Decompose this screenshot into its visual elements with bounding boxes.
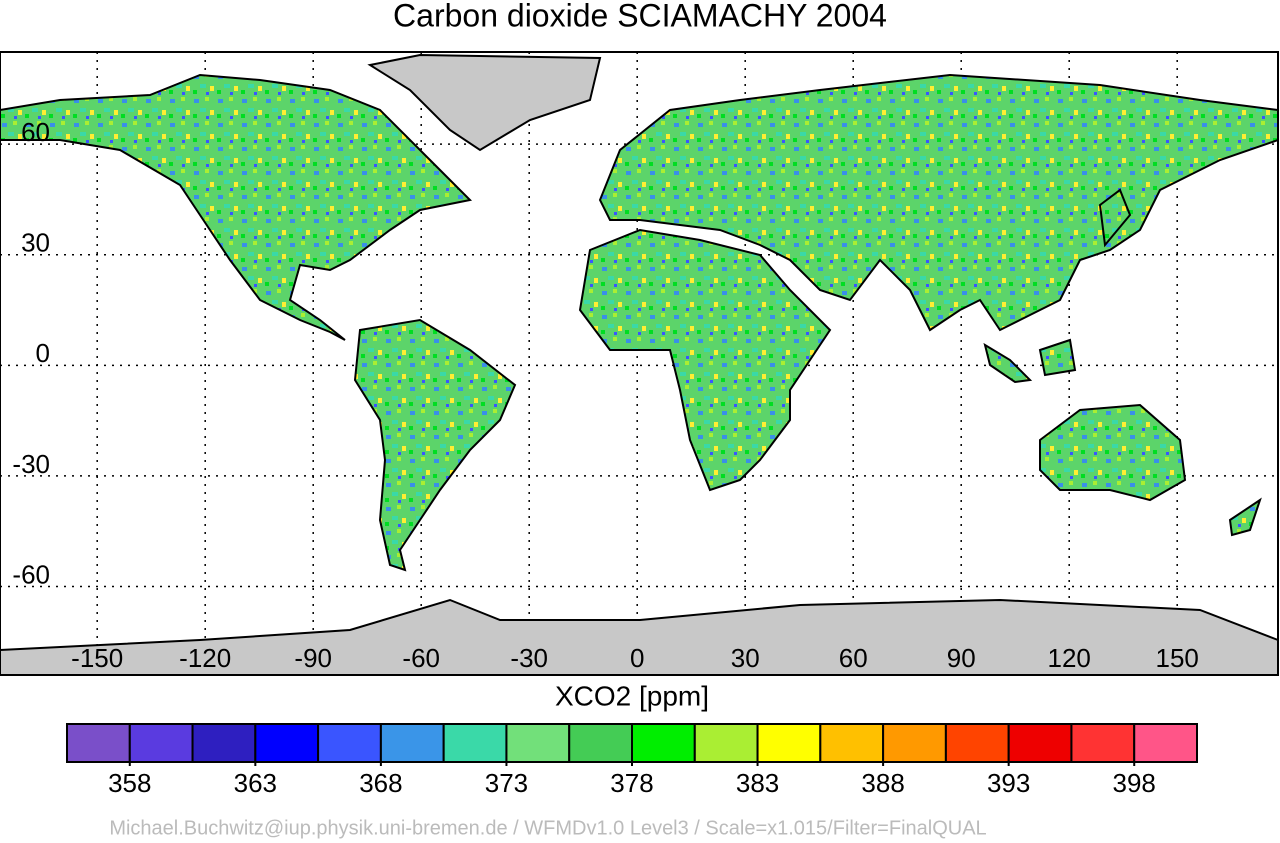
y-tick-label: 30 — [21, 228, 50, 258]
colorbar-tick-label: 393 — [987, 768, 1030, 798]
africa — [578, 228, 832, 492]
colorbar-box — [1007, 723, 1073, 763]
y-tick-label: 0 — [36, 338, 50, 368]
north-america — [0, 73, 473, 341]
eurasia — [598, 73, 1279, 332]
antarctica — [0, 598, 1279, 676]
colorbar-box — [882, 723, 947, 763]
colorbar-tick-label: 388 — [861, 768, 904, 798]
colorbar-tick-label: 373 — [485, 768, 528, 798]
colorbar-box — [631, 723, 696, 763]
x-tick-label: -120 — [179, 643, 231, 673]
x-tick-label: -60 — [402, 643, 440, 673]
x-tick-label: 0 — [630, 643, 644, 673]
x-tick-label: 120 — [1048, 643, 1091, 673]
y-tick-label: -60 — [12, 559, 50, 589]
colorbar-tick-label: 398 — [1113, 768, 1156, 798]
colorbar-box — [254, 723, 320, 763]
x-tick-label: 60 — [839, 643, 868, 673]
title: Carbon dioxide SCIAMACHY 2004 — [393, 0, 887, 33]
colorbar-box — [693, 723, 759, 763]
colorbar-box — [1133, 723, 1198, 763]
greenland — [367, 53, 602, 152]
x-tick-label: -150 — [71, 643, 123, 673]
colorbar-box — [819, 723, 885, 763]
x-tick-label: -90 — [294, 643, 332, 673]
y-tick-label: -30 — [12, 449, 50, 479]
colorbar-box — [66, 723, 131, 763]
colorbar-box — [568, 723, 634, 763]
credit: Michael.Buchwitz@iup.physik.uni-bremen.d… — [109, 817, 986, 839]
colorbar-box — [505, 723, 571, 763]
land — [0, 53, 1279, 676]
australia — [1039, 403, 1187, 502]
colorbar-box — [191, 723, 257, 763]
y-tick-label: 60 — [21, 117, 50, 147]
tick-labels: -150 -120 -90 -60 -30 0 30 60 90 120 150 60 30 0 -30 -6… — [12, 117, 1198, 673]
colorbar-box — [442, 723, 508, 763]
islands — [983, 188, 1262, 537]
colorbar-box — [1070, 723, 1136, 763]
colorbar-tick-label: 368 — [359, 768, 402, 798]
x-tick-label: 90 — [947, 643, 976, 673]
colorbar-box — [944, 723, 1010, 763]
south-america — [353, 318, 517, 572]
x-tick-label: -30 — [510, 643, 548, 673]
colorbar-box — [128, 723, 194, 763]
colorbar-box — [317, 723, 382, 763]
colorbar-box — [756, 723, 822, 763]
x-tick-label: 150 — [1156, 643, 1199, 673]
x-tick-label: 30 — [731, 643, 760, 673]
colorbar: 358 363 368 373 378 383 388 393 398 — [66, 723, 1198, 798]
colorbar-tick-label: 363 — [234, 768, 277, 798]
colorbar-tick-label: 383 — [736, 768, 779, 798]
colorbar-label: XCO2 [ppm] — [555, 680, 709, 711]
colorbar-box — [379, 723, 445, 763]
colorbar-tick-label: 358 — [108, 768, 151, 798]
colorbar-tick-label: 378 — [610, 768, 653, 798]
